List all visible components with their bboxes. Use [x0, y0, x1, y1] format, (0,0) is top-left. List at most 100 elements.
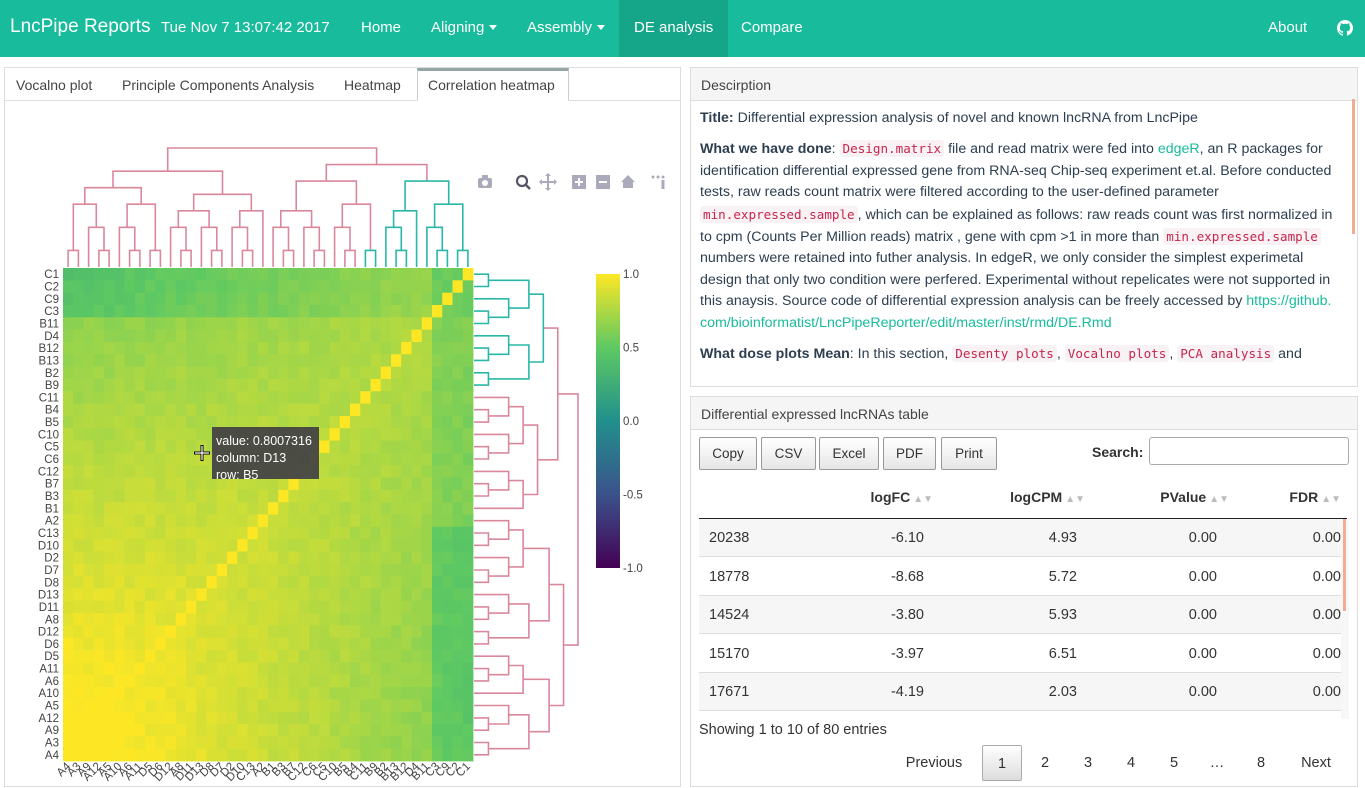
heatmap-cell[interactable]: [175, 329, 187, 343]
heatmap-cell[interactable]: [432, 465, 443, 478]
heatmap-cell[interactable]: [278, 600, 289, 614]
excel-button[interactable]: Excel: [819, 437, 879, 470]
heatmap-cell[interactable]: [257, 699, 269, 713]
heatmap-cell[interactable]: [73, 415, 84, 429]
heatmap-cell[interactable]: [350, 329, 361, 343]
heatmap-cell[interactable]: [186, 317, 197, 331]
heatmap-cell[interactable]: [391, 662, 402, 676]
heatmap-cell[interactable]: [145, 662, 156, 676]
heatmap-cell[interactable]: [268, 354, 279, 367]
heatmap-cell[interactable]: [329, 391, 341, 404]
heatmap-cell[interactable]: [411, 687, 423, 700]
heatmap-cell[interactable]: [401, 317, 412, 331]
heatmap-cell[interactable]: [124, 600, 136, 614]
heatmap-cell[interactable]: [83, 502, 95, 515]
heatmap-cell[interactable]: [309, 403, 320, 417]
heatmap-cell[interactable]: [401, 600, 412, 614]
heatmap-cell[interactable]: [391, 317, 402, 331]
heatmap-cell[interactable]: [227, 502, 238, 515]
pagination-page-1[interactable]: 1: [982, 745, 1022, 781]
heatmap-cell[interactable]: [93, 724, 105, 737]
heatmap-cell[interactable]: [462, 304, 474, 318]
heatmap-cell[interactable]: [268, 650, 279, 663]
heatmap-cell[interactable]: [124, 674, 136, 688]
heatmap-cell[interactable]: [124, 662, 136, 676]
heatmap-cell[interactable]: [442, 502, 453, 515]
heatmap-cell[interactable]: [93, 625, 105, 639]
heatmap-cell[interactable]: [216, 563, 228, 577]
heatmap-cell[interactable]: [288, 477, 300, 491]
heatmap-cell[interactable]: [247, 576, 259, 589]
heatmap-cell[interactable]: [288, 736, 300, 750]
heatmap-cell[interactable]: [442, 341, 453, 355]
heatmap-cell[interactable]: [216, 625, 228, 639]
heatmap-cell[interactable]: [401, 563, 412, 577]
heatmap-cell[interactable]: [380, 588, 392, 602]
heatmap-cell[interactable]: [165, 662, 177, 676]
heatmap-cell[interactable]: [278, 366, 289, 380]
heatmap-cell[interactable]: [83, 428, 95, 441]
heatmap-cell[interactable]: [278, 268, 289, 281]
heatmap-cell[interactable]: [288, 613, 300, 626]
heatmap-cell[interactable]: [257, 563, 269, 577]
heatmap-cell[interactable]: [319, 514, 330, 528]
heatmap-cell[interactable]: [165, 724, 177, 737]
heatmap-cell[interactable]: [216, 600, 228, 614]
heatmap-cell[interactable]: [186, 428, 197, 441]
heatmap-cell[interactable]: [104, 625, 115, 639]
heatmap-cell[interactable]: [298, 724, 310, 737]
heatmap-cell[interactable]: [350, 588, 361, 602]
heatmap-cell[interactable]: [63, 341, 74, 355]
heatmap-cell[interactable]: [206, 748, 218, 762]
heatmap-cell[interactable]: [462, 539, 474, 552]
heatmap-cell[interactable]: [319, 699, 330, 713]
heatmap-cell[interactable]: [206, 699, 218, 713]
heatmap-cell[interactable]: [442, 489, 453, 503]
heatmap-cell[interactable]: [401, 440, 412, 454]
heatmap-cell[interactable]: [114, 588, 125, 602]
heatmap-cell[interactable]: [452, 354, 464, 367]
heatmap-cell[interactable]: [93, 280, 105, 294]
heatmap-cell[interactable]: [309, 539, 320, 552]
heatmap-cell[interactable]: [145, 588, 156, 602]
heatmap-cell[interactable]: [145, 304, 156, 318]
heatmap-cell[interactable]: [421, 674, 433, 688]
heatmap-cell[interactable]: [155, 711, 166, 725]
heatmap-cell[interactable]: [134, 280, 146, 294]
heatmap-cell[interactable]: [73, 502, 84, 515]
heatmap-cell[interactable]: [257, 600, 269, 614]
heatmap-cell[interactable]: [339, 650, 351, 663]
heatmap-cell[interactable]: [350, 563, 361, 577]
heatmap-cell[interactable]: [350, 477, 361, 491]
heatmap-cell[interactable]: [257, 415, 269, 429]
heatmap-cell[interactable]: [247, 502, 259, 515]
heatmap-cell[interactable]: [216, 304, 228, 318]
heatmap-cell[interactable]: [298, 539, 310, 552]
heatmap-cell[interactable]: [370, 391, 382, 404]
heatmap-cell[interactable]: [257, 329, 269, 343]
heatmap-cell[interactable]: [63, 576, 74, 589]
heatmap-cell[interactable]: [278, 748, 289, 762]
heatmap-cell[interactable]: [462, 477, 474, 491]
heatmap-cell[interactable]: [155, 613, 166, 626]
heatmap-cell[interactable]: [442, 736, 453, 750]
heatmap-cell[interactable]: [319, 329, 330, 343]
heatmap-cell[interactable]: [421, 489, 433, 503]
heatmap-cell[interactable]: [442, 650, 453, 663]
heatmap-cell[interactable]: [83, 711, 95, 725]
heatmap-cell[interactable]: [145, 736, 156, 750]
heatmap-cell[interactable]: [73, 268, 84, 281]
heatmap-cell[interactable]: [175, 366, 187, 380]
heatmap-cell[interactable]: [421, 724, 433, 737]
heatmap-cell[interactable]: [73, 304, 84, 318]
th-logcpm[interactable]: logCPM ▲▼: [999, 479, 1085, 519]
heatmap-cell[interactable]: [114, 440, 125, 454]
heatmap-cell[interactable]: [350, 428, 361, 441]
heatmap-cell[interactable]: [411, 711, 423, 725]
heatmap-cell[interactable]: [247, 588, 259, 602]
heatmap-cell[interactable]: [298, 329, 310, 343]
heatmap-cell[interactable]: [145, 600, 156, 614]
heatmap-cell[interactable]: [411, 539, 423, 552]
heatmap-cell[interactable]: [432, 724, 443, 737]
heatmap-cell[interactable]: [360, 551, 371, 565]
